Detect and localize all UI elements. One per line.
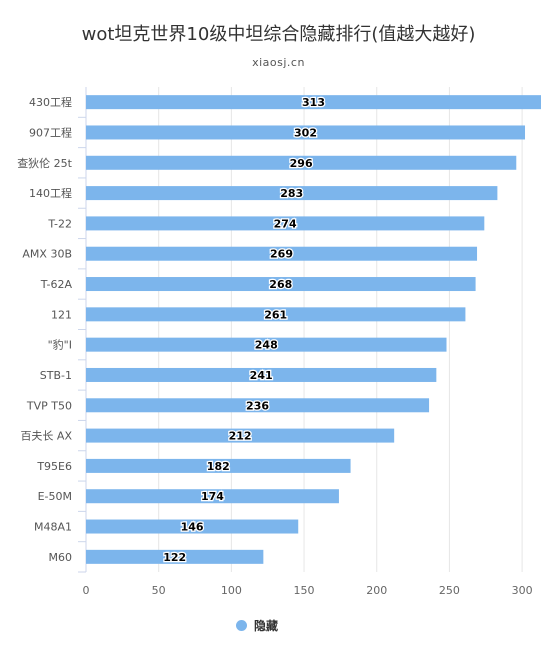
bar (86, 337, 447, 352)
bar (86, 216, 485, 231)
bar (86, 549, 264, 564)
x-tick-label: 50 (152, 584, 166, 597)
data-label: 269 (270, 248, 293, 261)
bar (86, 367, 437, 382)
x-tick-label: 300 (512, 584, 533, 597)
x-tick-label: 200 (366, 584, 387, 597)
data-label: 274 (274, 217, 297, 230)
data-label: 261 (264, 308, 287, 321)
data-label: 182 (207, 460, 230, 473)
data-label: 268 (269, 278, 292, 291)
bar (86, 458, 351, 473)
legend[interactable]: 隐藏 (236, 617, 278, 634)
bar (86, 489, 339, 504)
data-label: 241 (250, 369, 273, 382)
data-label: 122 (163, 551, 186, 564)
category-label: 907工程 (29, 126, 72, 139)
x-tick-label: 150 (294, 584, 315, 597)
data-label: 146 (181, 521, 204, 534)
data-label: 283 (280, 187, 303, 200)
chart-title: wot坦克世界10级中坦综合隐藏排行(值越大越好) (81, 24, 476, 45)
bar (86, 519, 299, 534)
bar (86, 125, 526, 140)
x-tick-label: 100 (221, 584, 242, 597)
category-label: "豹"I (48, 339, 72, 352)
bar (86, 307, 466, 322)
data-label: 296 (290, 157, 313, 170)
category-label: 查狄伦 25t (17, 156, 72, 170)
bar (86, 186, 498, 201)
legend-swatch (236, 620, 247, 631)
bar (86, 277, 476, 292)
bar (86, 246, 478, 261)
chart-subtitle: xiaosj.cn (252, 56, 305, 69)
category-label: STB-1 (40, 369, 72, 382)
data-label: 174 (201, 490, 224, 503)
data-label: 248 (255, 339, 278, 352)
category-label: T95E6 (36, 460, 72, 473)
legend-label: 隐藏 (254, 619, 279, 633)
data-label: 302 (294, 126, 317, 139)
category-label: 121 (51, 308, 72, 321)
bar (86, 398, 430, 413)
data-label: 313 (302, 96, 325, 109)
category-label: M60 (49, 551, 73, 564)
category-label: 百夫长 AX (20, 430, 72, 443)
data-label: 236 (246, 399, 269, 412)
category-label: TVP T50 (26, 399, 72, 412)
bar (86, 155, 517, 170)
category-label: 140工程 (29, 187, 72, 200)
data-label: 212 (229, 430, 252, 443)
x-tick-label: 0 (83, 584, 90, 597)
x-tick-label: 250 (439, 584, 460, 597)
category-label: M48A1 (34, 521, 72, 534)
category-label: E-50M (38, 490, 72, 503)
category-label: AMX 30B (22, 248, 72, 261)
category-label: T-62A (40, 278, 73, 291)
bar (86, 95, 541, 110)
category-label: 430工程 (29, 96, 72, 109)
category-label: T-22 (47, 217, 72, 230)
bar (86, 428, 395, 443)
